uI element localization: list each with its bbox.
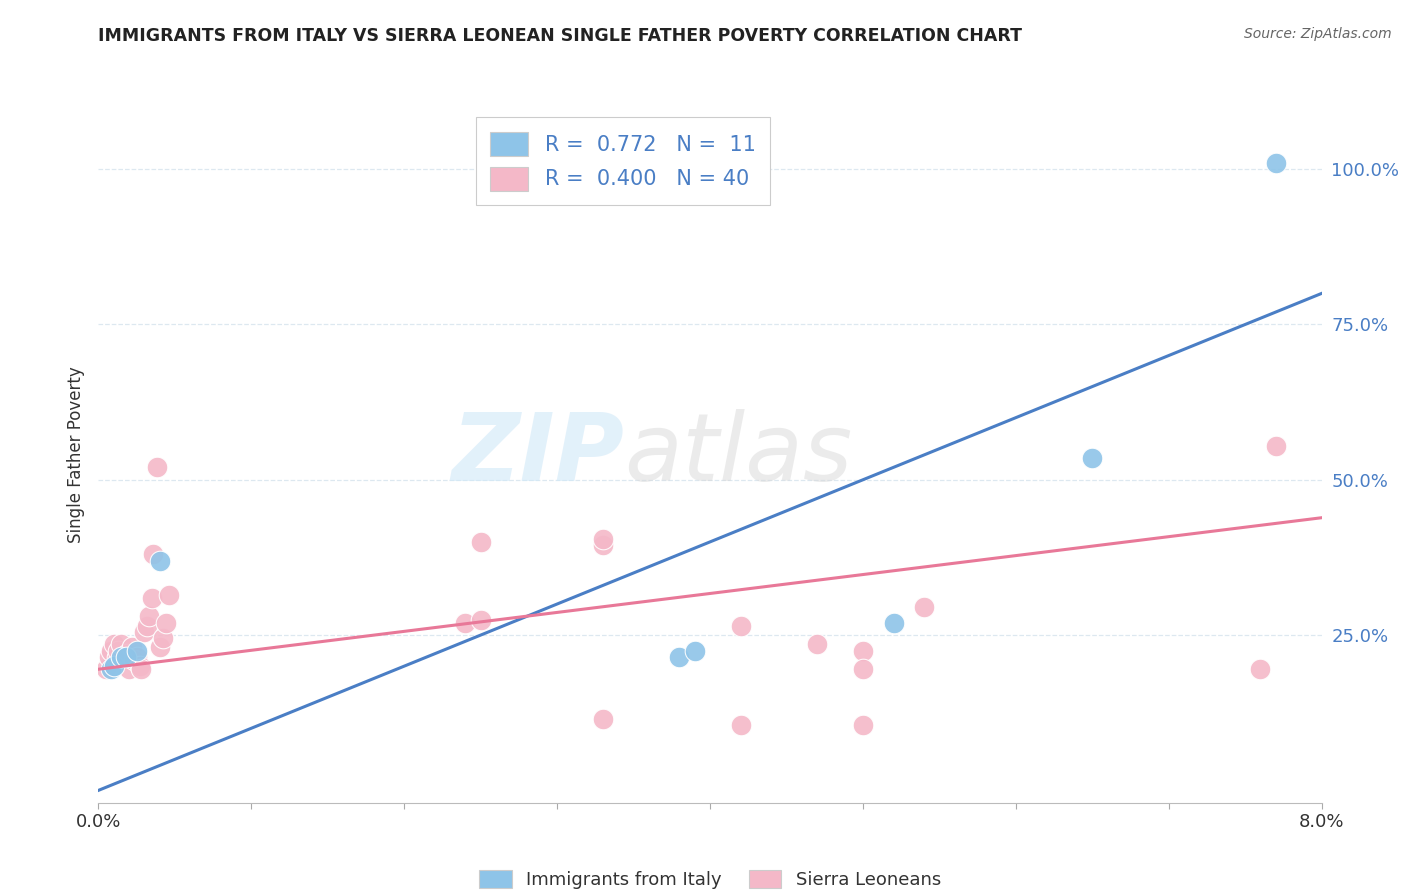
Point <box>125 649 148 664</box>
Text: ZIP: ZIP <box>451 409 624 501</box>
Point <box>883 615 905 630</box>
Point <box>157 588 180 602</box>
Point <box>470 613 492 627</box>
Point <box>138 609 160 624</box>
Point <box>122 653 145 667</box>
Point <box>149 553 172 567</box>
Point <box>730 619 752 633</box>
Point <box>105 649 128 664</box>
Point <box>852 662 875 676</box>
Point <box>149 640 172 655</box>
Point <box>110 637 132 651</box>
Point <box>141 591 163 605</box>
Point <box>730 718 752 732</box>
Point <box>103 637 125 651</box>
Point <box>121 640 143 655</box>
Point <box>852 718 875 732</box>
Text: Source: ZipAtlas.com: Source: ZipAtlas.com <box>1244 27 1392 41</box>
Point <box>470 534 492 549</box>
Text: atlas: atlas <box>624 409 852 500</box>
Y-axis label: Single Father Poverty: Single Father Poverty <box>66 367 84 543</box>
Point <box>118 662 141 676</box>
Point <box>852 643 875 657</box>
Point <box>683 643 706 657</box>
Point <box>592 532 614 546</box>
Point <box>115 649 138 664</box>
Point <box>125 643 148 657</box>
Point <box>134 624 156 639</box>
Point <box>100 662 122 676</box>
Point <box>100 643 122 657</box>
Point <box>1081 450 1104 465</box>
Point <box>110 649 132 664</box>
Point <box>142 547 165 561</box>
Point <box>1264 156 1286 170</box>
Point <box>129 662 152 676</box>
Point <box>152 631 174 645</box>
Point <box>128 659 150 673</box>
Point <box>117 647 139 661</box>
Point <box>103 659 125 673</box>
Point <box>155 615 177 630</box>
Point <box>136 619 159 633</box>
Point <box>94 662 117 676</box>
Point <box>592 712 614 726</box>
Point <box>115 649 138 664</box>
Point <box>107 643 129 657</box>
Point <box>1264 439 1286 453</box>
Point <box>668 649 690 664</box>
Legend: Immigrants from Italy, Sierra Leoneans: Immigrants from Italy, Sierra Leoneans <box>470 861 950 892</box>
Point <box>454 615 477 630</box>
Point <box>1249 662 1271 676</box>
Point <box>592 538 614 552</box>
Point <box>912 600 935 615</box>
Point <box>145 460 167 475</box>
Text: IMMIGRANTS FROM ITALY VS SIERRA LEONEAN SINGLE FATHER POVERTY CORRELATION CHART: IMMIGRANTS FROM ITALY VS SIERRA LEONEAN … <box>98 27 1022 45</box>
Point <box>806 637 828 651</box>
Point <box>98 649 121 664</box>
